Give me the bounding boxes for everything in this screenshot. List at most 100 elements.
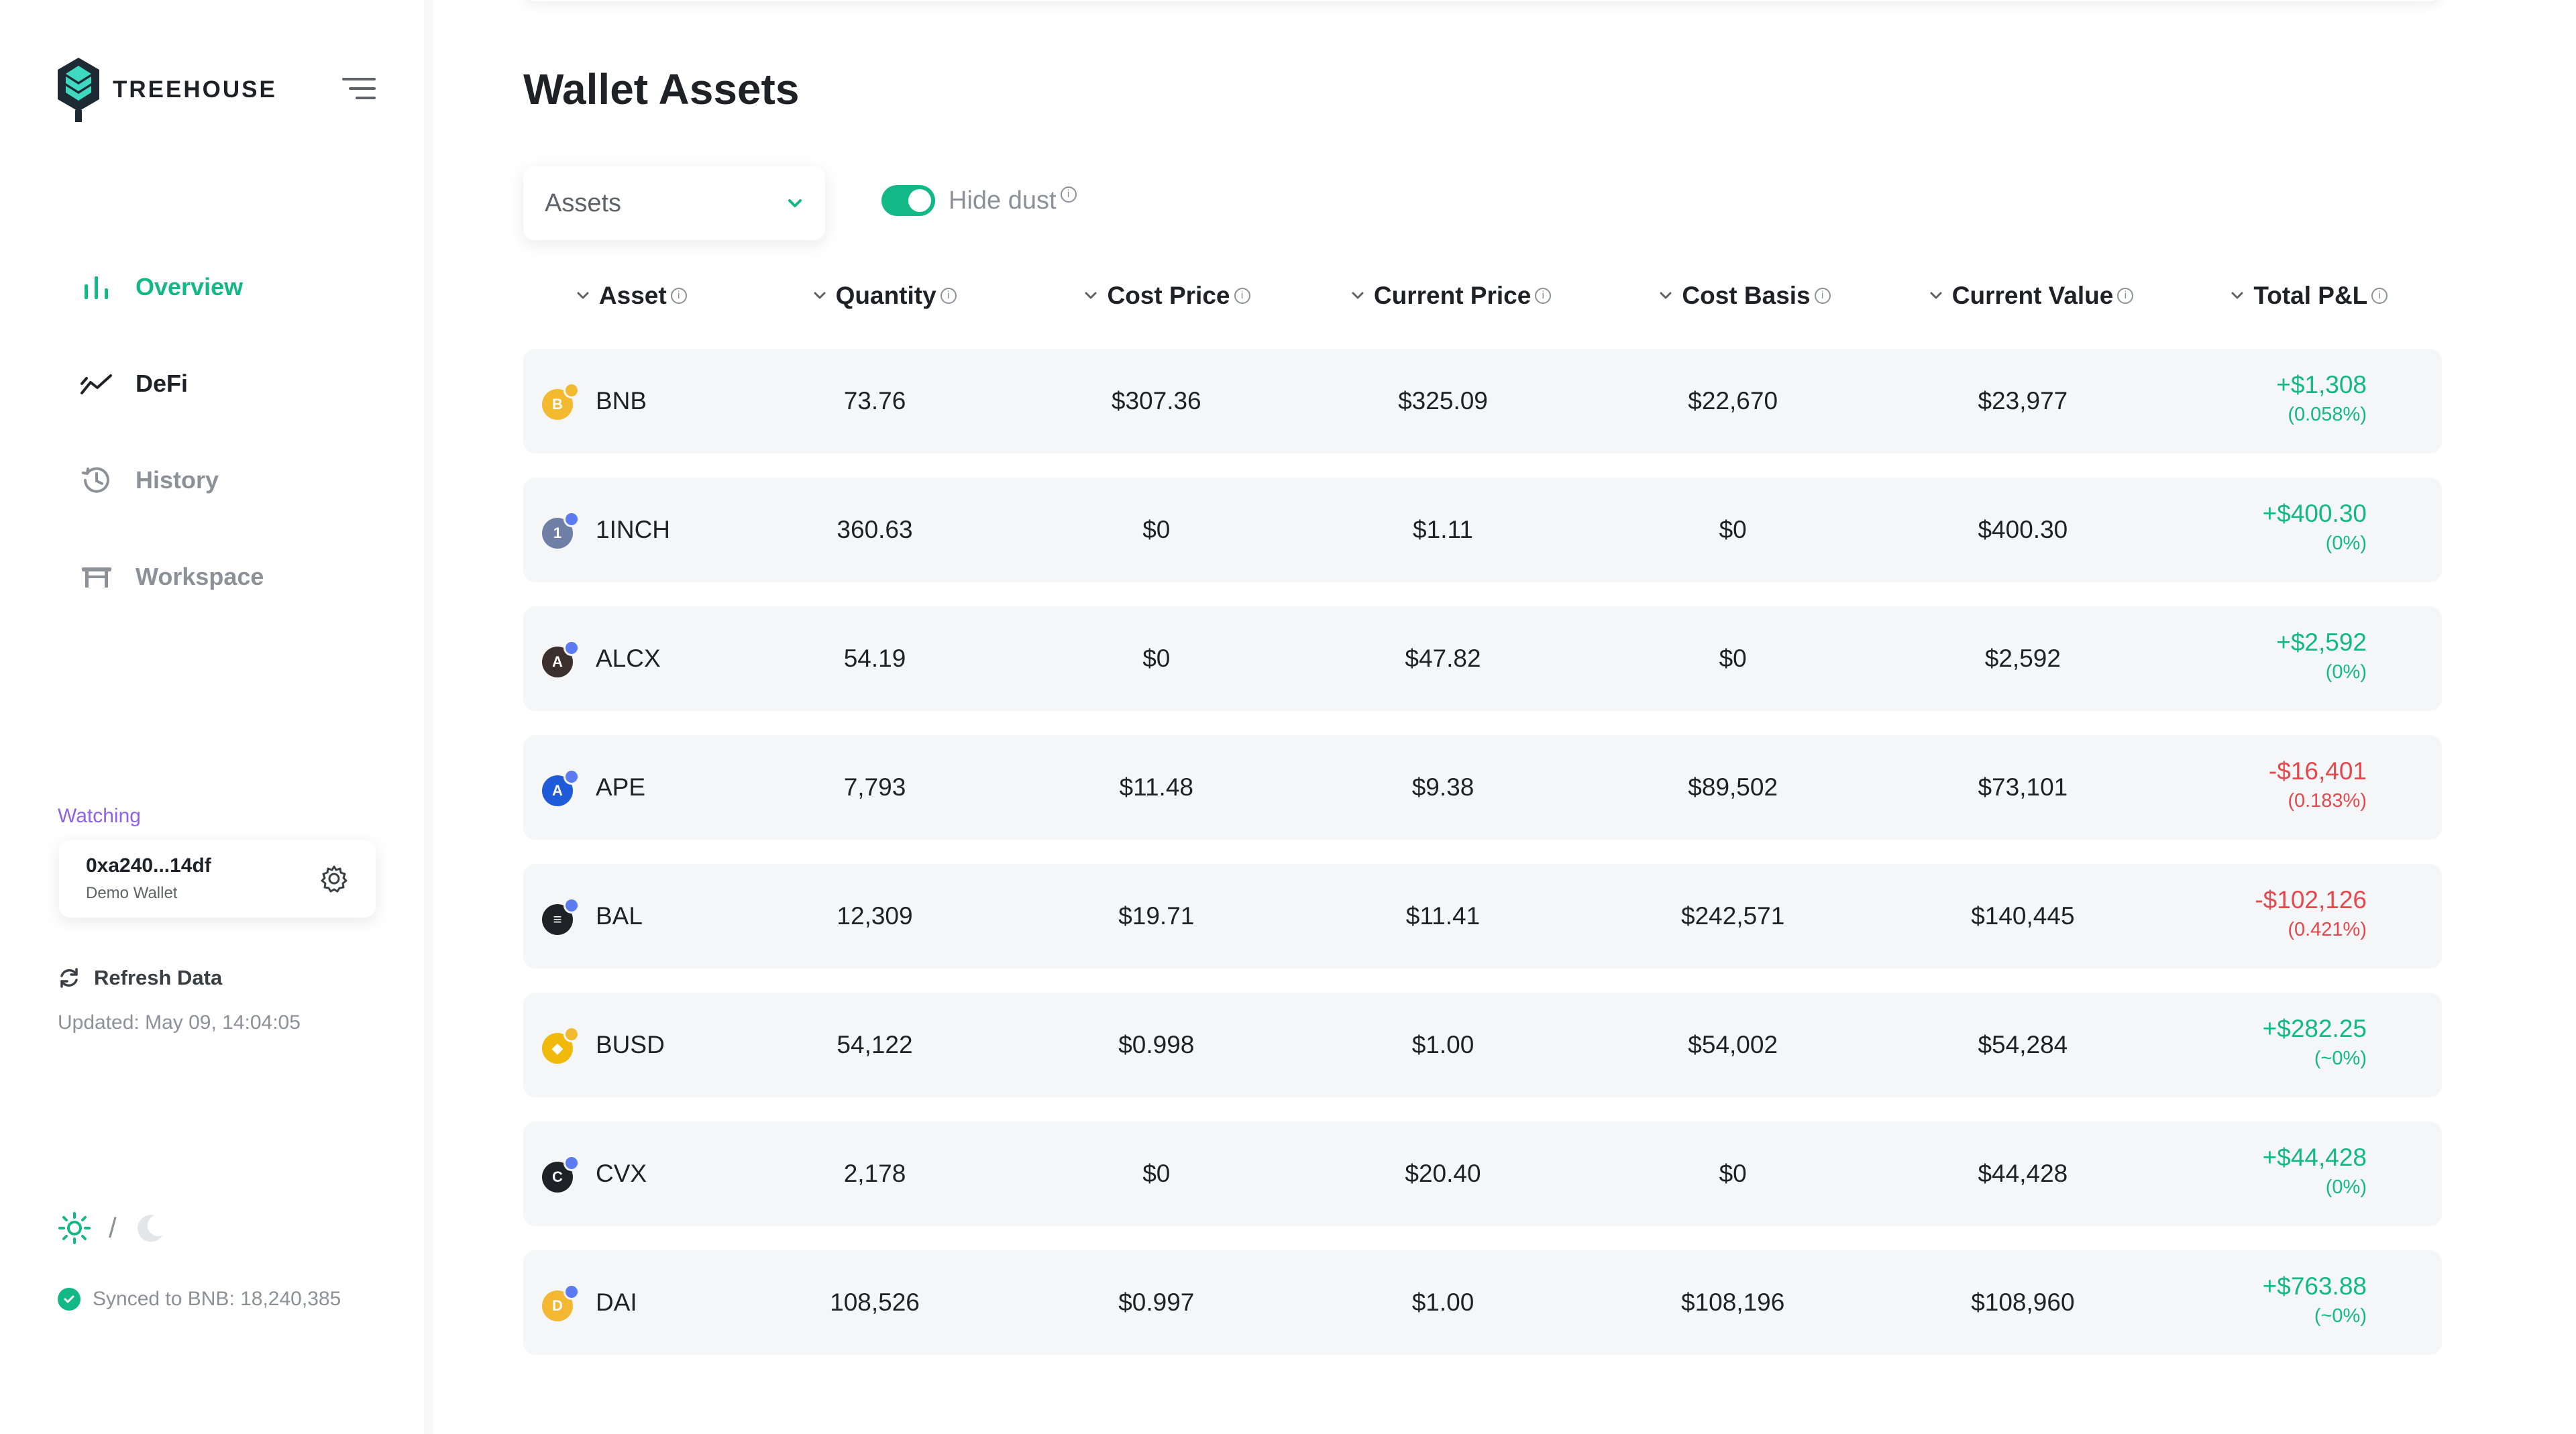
asset-cell: A ALCX bbox=[542, 606, 661, 711]
table-row[interactable]: 1 1INCH 360.63 $0 $1.11 $0 $400.30 +$400.30 (0%) bbox=[523, 478, 2442, 582]
info-icon[interactable]: i bbox=[1234, 288, 1250, 304]
cell-cost-basis: $242,571 bbox=[1681, 902, 1785, 930]
cell-current-value: $54,284 bbox=[1978, 1031, 2068, 1058]
pl-percent: (0%) bbox=[2325, 661, 2367, 683]
cell-cost-basis: $0 bbox=[1719, 1160, 1747, 1187]
nav-item-defi[interactable]: DeFi bbox=[78, 365, 188, 402]
bar-chart-icon bbox=[78, 268, 115, 306]
info-icon[interactable]: i bbox=[1814, 288, 1831, 304]
chain-badge-icon bbox=[564, 382, 580, 398]
refresh-data-button[interactable]: Refresh Data bbox=[58, 966, 222, 990]
theme-switcher: / bbox=[58, 1211, 165, 1245]
cell-current-price: $1.00 bbox=[1411, 1031, 1474, 1058]
asset-symbol: BUSD bbox=[596, 1031, 665, 1058]
table-row[interactable]: C CVX 2,178 $0 $20.40 $0 $44,428 +$44,428 (0%) bbox=[523, 1121, 2442, 1226]
pl-percent: (0%) bbox=[2325, 1176, 2367, 1198]
cell-quantity: 7,793 bbox=[843, 773, 906, 801]
nav-label: History bbox=[136, 466, 219, 494]
sort-chevron-icon bbox=[1930, 292, 1942, 299]
cell-quantity: 12,309 bbox=[837, 902, 913, 930]
top-bar bbox=[523, 0, 2442, 1]
table-row[interactable]: D DAI 108,526 $0.997 $1.00 $108,196 $108,960 +$… bbox=[523, 1250, 2442, 1355]
pl-percent: (0.183%) bbox=[2288, 790, 2367, 812]
nav-label: DeFi bbox=[136, 370, 189, 397]
sun-icon[interactable] bbox=[58, 1211, 91, 1245]
column-header-quantity[interactable]: Quantity i bbox=[812, 282, 957, 310]
column-header-asset[interactable]: Asset i bbox=[575, 282, 687, 310]
cell-quantity: 108,526 bbox=[830, 1288, 920, 1316]
nav-label: Workspace bbox=[136, 563, 264, 590]
cell-current-value: $400.30 bbox=[1978, 516, 2068, 543]
cell-current-value: $73,101 bbox=[1978, 773, 2068, 801]
cell-quantity: 360.63 bbox=[837, 516, 913, 543]
cell-quantity: 54,122 bbox=[837, 1031, 913, 1058]
wallet-card[interactable]: 0xa240...14df Demo Wallet bbox=[59, 840, 376, 918]
pl-amount: +$763.88 bbox=[2262, 1272, 2367, 1300]
table-row[interactable]: A ALCX 54.19 $0 $47.82 $0 $2,592 +$2,592 (0%) bbox=[523, 606, 2442, 711]
moon-icon[interactable] bbox=[134, 1213, 165, 1244]
nav-label: Overview bbox=[136, 273, 244, 300]
cell-cost-basis: $89,502 bbox=[1688, 773, 1778, 801]
asset-cell: 1 1INCH bbox=[542, 478, 670, 582]
info-icon[interactable]: i bbox=[940, 288, 957, 304]
asset-cell: B BNB bbox=[542, 349, 647, 453]
pl-amount: +$400.30 bbox=[2262, 500, 2367, 527]
info-icon[interactable]: i bbox=[1060, 186, 1077, 203]
pl-amount: +$2,592 bbox=[2276, 628, 2367, 656]
sort-chevron-icon bbox=[1352, 292, 1364, 299]
column-header-total-pl[interactable]: Total P&L i bbox=[2229, 282, 2388, 310]
cell-current-price: $325.09 bbox=[1398, 387, 1488, 415]
info-icon[interactable]: i bbox=[670, 288, 687, 304]
cell-cost-price: $307.36 bbox=[1111, 387, 1201, 415]
cell-quantity: 2,178 bbox=[843, 1160, 906, 1187]
brand-logo[interactable]: TREEHOUSE bbox=[56, 56, 277, 123]
cell-cost-basis: $0 bbox=[1719, 645, 1747, 672]
table-row[interactable]: ≡ BAL 12,309 $19.71 $11.41 $242,571 $140,445 -$… bbox=[523, 864, 2442, 969]
wallet-name: Demo Wallet bbox=[86, 884, 178, 902]
nav-item-history[interactable]: History bbox=[78, 461, 219, 499]
table-row[interactable]: ◆ BUSD 54,122 $0.998 $1.00 $54,002 $54,284 +$28… bbox=[523, 993, 2442, 1097]
token-icon: A bbox=[542, 640, 580, 677]
total-pl-cell: +$1,308 (0.058%) bbox=[2276, 369, 2367, 428]
nav-item-workspace[interactable]: Workspace bbox=[78, 558, 264, 596]
chain-badge-icon bbox=[564, 1026, 580, 1042]
chain-badge-icon bbox=[564, 1155, 580, 1171]
info-icon[interactable]: i bbox=[2371, 288, 2388, 304]
cell-current-price: $11.41 bbox=[1405, 902, 1481, 930]
info-icon[interactable]: i bbox=[1535, 288, 1552, 304]
asset-symbol: BNB bbox=[596, 387, 647, 415]
cell-quantity: 54.19 bbox=[843, 645, 906, 672]
table-row[interactable]: B BNB 73.76 $307.36 $325.09 $22,670 $23,977 +$1… bbox=[523, 349, 2442, 453]
column-header-current-value[interactable]: Current Value i bbox=[1928, 282, 2134, 310]
table-row[interactable]: A APE 7,793 $11.48 $9.38 $89,502 $73,101 -$16,4… bbox=[523, 735, 2442, 840]
total-pl-cell: +$2,592 (0%) bbox=[2276, 626, 2367, 685]
cell-current-value: $44,428 bbox=[1978, 1160, 2068, 1187]
asset-symbol: DAI bbox=[596, 1288, 637, 1316]
sort-chevron-icon bbox=[2231, 292, 2243, 299]
nav-item-overview[interactable]: Overview bbox=[78, 268, 243, 306]
cell-current-value: $2,592 bbox=[1984, 645, 2061, 672]
cell-cost-price: $0 bbox=[1142, 516, 1171, 543]
view-select[interactable]: Assets bbox=[523, 166, 825, 240]
chevron-down-icon bbox=[788, 199, 802, 207]
info-icon[interactable]: i bbox=[2117, 288, 2134, 304]
column-header-cost-basis[interactable]: Cost Basis i bbox=[1658, 282, 1831, 310]
cell-current-value: $23,977 bbox=[1978, 387, 2068, 415]
column-header-current-price[interactable]: Current Price i bbox=[1350, 282, 1552, 310]
total-pl-cell: -$16,401 (0.183%) bbox=[2269, 755, 2367, 814]
cell-cost-basis: $0 bbox=[1719, 516, 1747, 543]
asset-symbol: CVX bbox=[596, 1160, 647, 1187]
hide-dust-label: Hide dust i bbox=[949, 186, 1077, 215]
sync-status-text: Synced to BNB: 18,240,385 bbox=[93, 1288, 341, 1310]
asset-cell: A APE bbox=[542, 735, 645, 840]
refresh-icon bbox=[60, 968, 78, 988]
menu-toggle-icon[interactable] bbox=[342, 75, 376, 102]
column-header-label: Total P&L bbox=[2253, 282, 2368, 309]
history-icon bbox=[78, 461, 115, 499]
gear-icon[interactable] bbox=[319, 864, 349, 893]
cell-cost-price: $0 bbox=[1142, 645, 1171, 672]
token-icon: ≡ bbox=[542, 897, 580, 935]
column-header-cost-price[interactable]: Cost Price i bbox=[1083, 282, 1250, 310]
hide-dust-toggle[interactable] bbox=[881, 185, 935, 216]
column-header-label: Current Price bbox=[1373, 282, 1532, 309]
